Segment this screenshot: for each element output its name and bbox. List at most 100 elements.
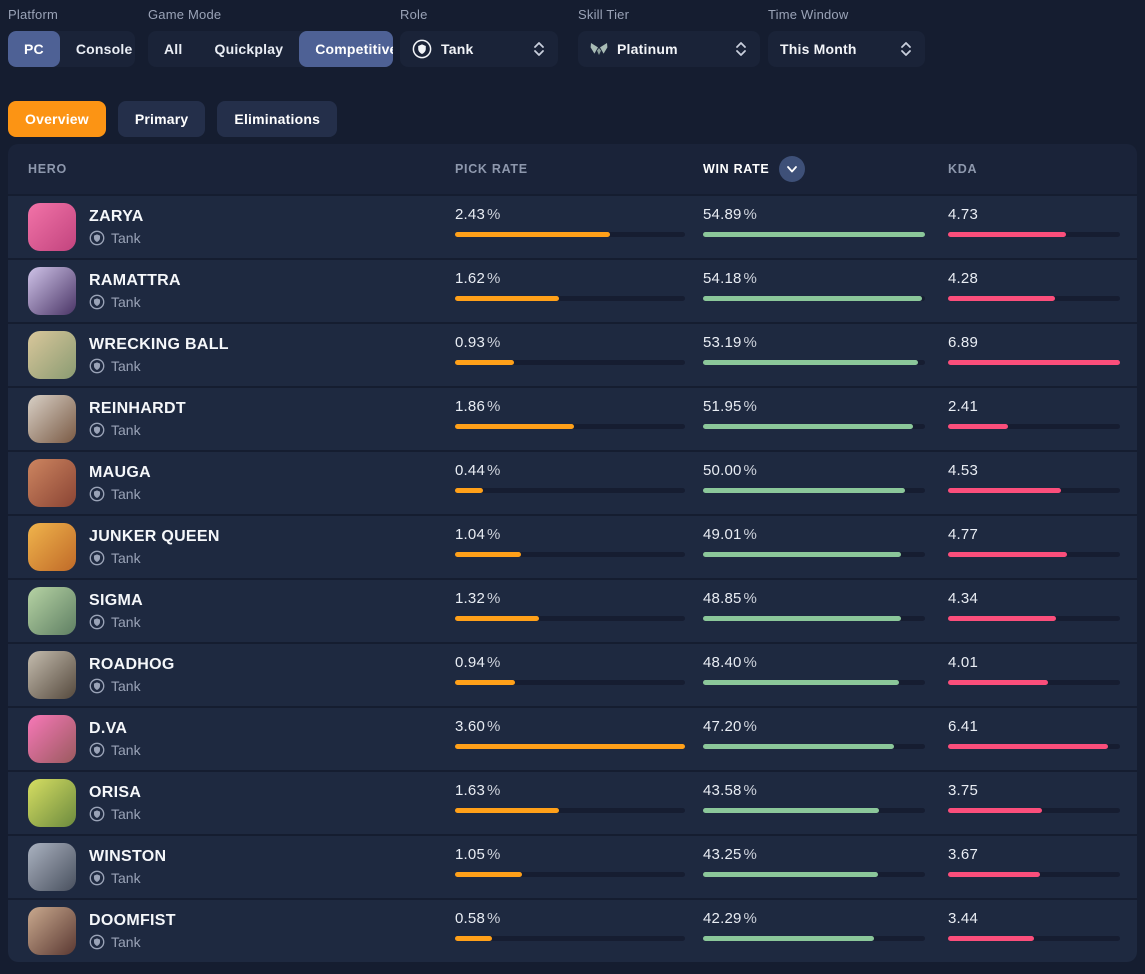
kda-bar-fill: [948, 680, 1049, 685]
column-header-kda[interactable]: KDA: [948, 162, 978, 176]
hero-role: Tank: [89, 870, 166, 886]
pick-rate-bar-track: [455, 936, 685, 941]
skill-tier-label: Skill Tier: [578, 7, 630, 22]
column-header-pick-rate[interactable]: PICK RATE: [455, 162, 528, 176]
platform-option-pc[interactable]: PC: [8, 31, 60, 67]
hero-avatar: [28, 843, 76, 891]
time-window-select[interactable]: This Month: [768, 31, 925, 67]
tab-overview[interactable]: Overview: [8, 101, 106, 137]
game-mode-option-all[interactable]: All: [148, 31, 199, 67]
table-row[interactable]: RAMATTRA Tank 1.62% 54.18%: [8, 260, 1137, 322]
kda-value: 6.89: [948, 334, 978, 351]
percent-sign: %: [743, 526, 758, 543]
pick-rate-cell: 0.94%: [455, 654, 685, 685]
kda-bar-track: [948, 680, 1120, 685]
pick-rate-bar-fill: [455, 360, 515, 365]
hero-cell: SIGMA Tank: [28, 587, 143, 635]
win-rate-value: 54.89: [703, 206, 742, 223]
hero-name: REINHARDT: [89, 400, 186, 417]
win-rate-bar-track: [703, 232, 925, 237]
win-rate-bar-track: [703, 296, 925, 301]
percent-sign: %: [743, 910, 758, 927]
win-rate-bar-track: [703, 808, 925, 813]
table-row[interactable]: SIGMA Tank 1.32% 48.85%: [8, 580, 1137, 642]
tab-eliminations[interactable]: Eliminations: [217, 101, 338, 137]
win-rate-header-label: WIN RATE: [703, 162, 770, 176]
hero-avatar: [28, 395, 76, 443]
win-rate-cell: 42.29%: [703, 910, 925, 941]
hero-avatar: [28, 267, 76, 315]
game-mode-option-quickplay[interactable]: Quickplay: [199, 31, 300, 67]
hero-role: Tank: [89, 486, 151, 502]
percent-sign: %: [743, 206, 758, 223]
chevron-updown-icon: [899, 40, 913, 58]
table-row[interactable]: REINHARDT Tank 1.86% 51.95%: [8, 388, 1137, 450]
kda-bar-track: [948, 616, 1120, 621]
hero-role-label: Tank: [111, 550, 141, 566]
win-rate-bar-fill: [703, 232, 925, 237]
win-rate-value: 49.01: [703, 526, 742, 543]
win-rate-bar-fill: [703, 872, 878, 877]
table-row[interactable]: ZARYA Tank 2.43% 54.89%: [8, 196, 1137, 258]
tank-role-icon: [89, 742, 105, 758]
win-rate-cell: 43.58%: [703, 782, 925, 813]
table-row[interactable]: ROADHOG Tank 0.94% 48.40%: [8, 644, 1137, 706]
chevron-updown-icon: [532, 40, 546, 58]
hero-role: Tank: [89, 934, 176, 950]
chevron-down-icon: [787, 166, 798, 173]
win-rate-bar-fill: [703, 936, 875, 941]
kda-cell: 4.73: [948, 206, 1120, 237]
hero-cell: WINSTON Tank: [28, 843, 166, 891]
kda-value: 4.01: [948, 654, 978, 671]
sort-direction-badge[interactable]: [779, 156, 806, 182]
table-row[interactable]: ORISA Tank 1.63% 43.58%: [8, 772, 1137, 834]
view-tabs: Overview Primary Eliminations: [0, 101, 1145, 137]
percent-sign: %: [487, 782, 501, 799]
win-rate-bar-fill: [703, 488, 906, 493]
hero-role-label: Tank: [111, 678, 141, 694]
hero-role: Tank: [89, 678, 175, 694]
win-rate-cell: 51.95%: [703, 398, 925, 429]
tab-primary[interactable]: Primary: [117, 101, 206, 137]
tank-role-icon: [89, 806, 105, 822]
table-row[interactable]: WINSTON Tank 1.05% 43.25%: [8, 836, 1137, 898]
table-row[interactable]: JUNKER QUEEN Tank 1.04% 49.01%: [8, 516, 1137, 578]
tank-role-icon: [89, 550, 105, 566]
hero-name: WRECKING BALL: [89, 336, 229, 353]
hero-name: D.VA: [89, 720, 128, 737]
pick-rate-bar-track: [455, 808, 685, 813]
tank-role-icon: [89, 422, 105, 438]
kda-bar-fill: [948, 232, 1067, 237]
win-rate-cell: 50.00%: [703, 462, 925, 493]
pick-rate-value: 3.60: [455, 718, 485, 735]
pick-rate-bar-track: [455, 296, 685, 301]
win-rate-value: 48.85: [703, 590, 742, 607]
table-row[interactable]: MAUGA Tank 0.44% 50.00%: [8, 452, 1137, 514]
win-rate-value: 51.95: [703, 398, 742, 415]
skill-tier-select[interactable]: Platinum: [578, 31, 760, 67]
hero-name: SIGMA: [89, 592, 143, 609]
column-header-win-rate[interactable]: WIN RATE: [703, 144, 806, 194]
kda-bar-track: [948, 936, 1120, 941]
skill-tier-value: Platinum: [617, 41, 678, 57]
hero-avatar: [28, 715, 76, 763]
hero-cell: D.VA Tank: [28, 715, 141, 763]
role-select[interactable]: Tank: [400, 31, 558, 67]
chevron-updown-icon: [734, 40, 748, 58]
table-row[interactable]: WRECKING BALL Tank 0.93% 53.19%: [8, 324, 1137, 386]
win-rate-cell: 54.18%: [703, 270, 925, 301]
platform-option-console[interactable]: Console: [60, 31, 135, 67]
hero-role: Tank: [89, 294, 181, 310]
game-mode-option-competitive[interactable]: Competitive: [299, 31, 393, 67]
pick-rate-bar-fill: [455, 232, 611, 237]
kda-bar-fill: [948, 296, 1055, 301]
hero-name: ROADHOG: [89, 656, 175, 673]
table-row[interactable]: DOOMFIST Tank 0.58% 42.29%: [8, 900, 1137, 962]
hero-cell: DOOMFIST Tank: [28, 907, 176, 955]
hero-role-label: Tank: [111, 486, 141, 502]
kda-bar-fill: [948, 616, 1057, 621]
table-row[interactable]: D.VA Tank 3.60% 47.20%: [8, 708, 1137, 770]
time-window-value: This Month: [780, 41, 857, 57]
tank-role-icon: [89, 934, 105, 950]
hero-cell: ZARYA Tank: [28, 203, 144, 251]
